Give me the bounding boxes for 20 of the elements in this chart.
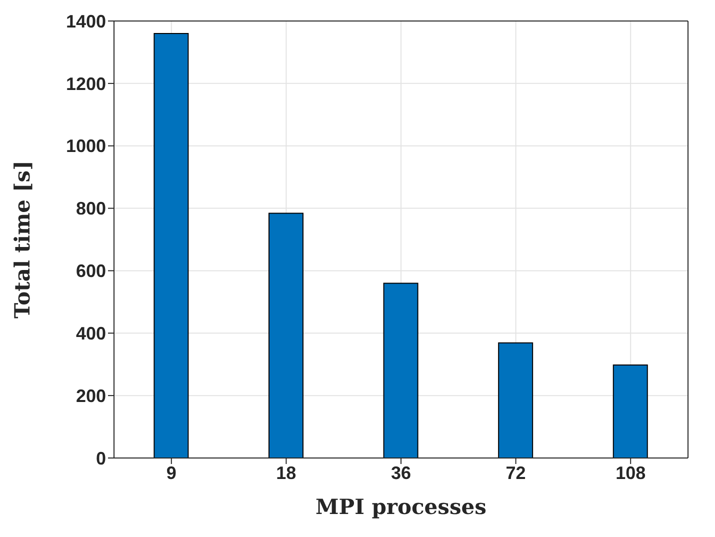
y-axis-title: Total time [s] — [9, 160, 34, 319]
y-tick-label: 1000 — [66, 136, 106, 156]
bar — [612, 364, 648, 458]
y-tick-label: 0 — [96, 448, 106, 468]
x-tick-label: 9 — [166, 462, 176, 483]
y-tick-label: 1200 — [66, 74, 106, 94]
x-tick-label: 108 — [616, 462, 646, 483]
bar — [268, 212, 304, 458]
x-axis-title: MPI processes — [316, 494, 486, 519]
x-tick-label: 72 — [506, 462, 526, 483]
x-tick-label: 18 — [276, 462, 296, 483]
y-tick-label: 400 — [76, 324, 106, 344]
x-tick-label: 36 — [390, 462, 412, 483]
y-tick-label: 1400 — [66, 11, 106, 32]
y-tick-label: 800 — [76, 198, 106, 219]
bar — [498, 342, 534, 458]
bar — [154, 32, 189, 458]
bar — [383, 282, 418, 458]
y-tick-label: 600 — [76, 261, 106, 282]
y-tick-label: 200 — [76, 386, 106, 406]
